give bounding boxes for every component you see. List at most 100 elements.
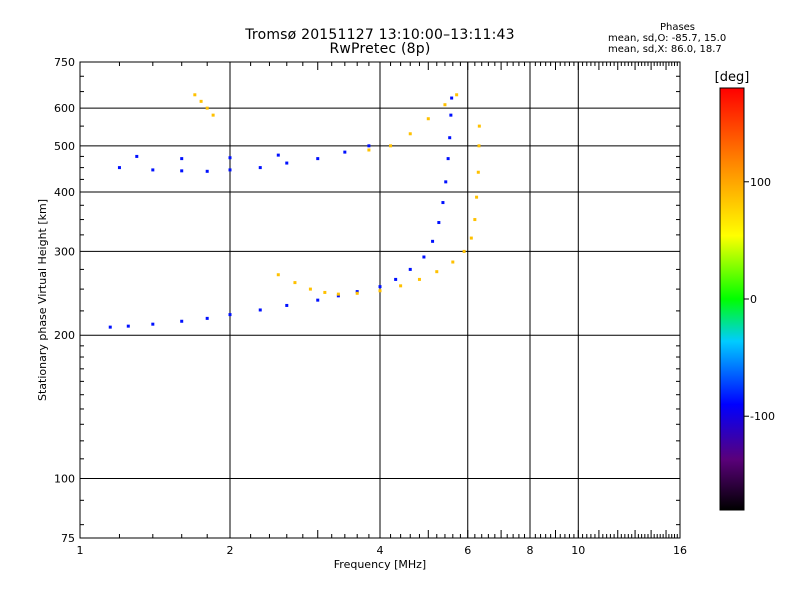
- x-tick-labels: 1 2 4 6 8 10 16: [77, 544, 688, 557]
- x-mode-point: [435, 270, 439, 274]
- x-mode-point: [451, 260, 455, 264]
- o-mode-point: [108, 325, 112, 329]
- axis-ticks: [80, 62, 680, 538]
- x-mode-point: [473, 218, 477, 222]
- o-mode-point: [394, 277, 398, 281]
- o-mode-point: [151, 168, 155, 172]
- y-axis-label: Stationary phase Virtual Height [km]: [36, 199, 49, 401]
- o-mode-point: [126, 324, 130, 328]
- o-mode-point: [355, 290, 359, 294]
- x-mode-point: [475, 195, 479, 199]
- o-mode-point: [316, 157, 320, 161]
- x-mode-point: [417, 277, 421, 281]
- o-mode-point: [205, 316, 209, 320]
- x-mode-point: [477, 124, 481, 128]
- o-mode-point: [450, 96, 454, 100]
- x-tick-label: 6: [464, 544, 471, 557]
- o-mode-point: [431, 239, 435, 243]
- o-mode-point: [449, 113, 453, 117]
- o-mode-point: [444, 180, 448, 184]
- o-mode-point: [422, 255, 426, 259]
- x-tick-label: 10: [571, 544, 585, 557]
- o-mode-point: [446, 157, 450, 161]
- o-mode-point: [336, 294, 340, 298]
- o-mode-point: [228, 156, 232, 160]
- x-tick-label: 4: [377, 544, 384, 557]
- x-mode-point: [469, 236, 473, 240]
- y-tick-label: 300: [54, 245, 75, 258]
- o-mode-point: [151, 322, 155, 326]
- x-tick-label: 2: [227, 544, 234, 557]
- x-mode-point: [462, 249, 466, 253]
- x-mode-point: [336, 292, 340, 296]
- x-mode-point: [378, 289, 382, 293]
- chart-subtitle: RwPretec (8p): [329, 41, 431, 57]
- x-mode-point: [205, 106, 209, 110]
- x-mode-point: [477, 144, 481, 148]
- x-tick-label: 16: [673, 544, 687, 557]
- y-tick-label: 200: [54, 329, 75, 342]
- o-mode-point: [180, 157, 184, 161]
- x-mode-point: [211, 113, 215, 117]
- o-mode-point: [285, 161, 289, 165]
- x-mode-point: [476, 170, 480, 174]
- data-points: [108, 93, 481, 329]
- x-mode-point: [308, 287, 312, 291]
- colorbar-tick-label: 0: [750, 293, 757, 306]
- colorbar-ticks: -100 0 100: [744, 176, 775, 423]
- x-mode-point: [367, 148, 371, 152]
- o-mode-point: [316, 298, 320, 302]
- x-mode-point: [323, 290, 327, 294]
- o-mode-point: [228, 313, 232, 317]
- phase-stats: Phases mean, sd,O: -85.7, 15.0 mean, sd,…: [590, 22, 765, 55]
- x-mode-point: [276, 273, 280, 277]
- y-tick-label: 75: [61, 532, 75, 545]
- y-tick-label: 500: [54, 140, 75, 153]
- o-mode-point: [180, 319, 184, 323]
- o-mode-point: [180, 169, 184, 173]
- o-mode-point: [408, 267, 412, 271]
- o-mode-point: [205, 169, 209, 173]
- y-tick-label: 100: [54, 473, 75, 486]
- phase-stats-x: mean, sd,X: 86.0, 18.7: [608, 44, 722, 55]
- x-mode-point: [426, 117, 430, 121]
- o-mode-point: [367, 144, 371, 148]
- o-mode-point: [117, 166, 121, 170]
- phase-stats-header: Phases: [659, 22, 696, 33]
- colorbar-tick-label: 100: [750, 176, 771, 189]
- o-mode-point: [258, 308, 262, 312]
- y-tick-label: 600: [54, 102, 75, 115]
- x-mode-point: [443, 103, 447, 107]
- y-tick-labels: 75 100 200 300 400 500 600 750: [54, 56, 75, 545]
- o-mode-point: [135, 154, 139, 158]
- y-tick-label: 750: [54, 56, 75, 69]
- o-mode-point: [441, 201, 445, 205]
- x-mode-point: [389, 144, 393, 148]
- o-mode-point: [228, 168, 232, 172]
- o-mode-point: [285, 303, 289, 307]
- y-tick-label: 400: [54, 186, 75, 199]
- o-mode-point: [448, 136, 452, 140]
- o-mode-point: [437, 221, 441, 225]
- colorbar-tick-label: -100: [750, 410, 775, 423]
- x-mode-point: [399, 284, 403, 288]
- chart-title: Tromsø 20151127 13:10:00–13:11:43: [245, 27, 515, 43]
- o-mode-point: [276, 153, 280, 157]
- o-mode-point: [343, 150, 347, 154]
- x-mode-point: [199, 99, 203, 103]
- x-tick-label: 8: [527, 544, 534, 557]
- x-mode-point: [408, 132, 412, 136]
- o-mode-point: [378, 285, 382, 289]
- x-mode-point: [355, 291, 359, 295]
- colorbar: [719, 87, 745, 511]
- x-mode-point: [193, 93, 197, 97]
- x-mode-point: [293, 281, 297, 285]
- phase-stats-o: mean, sd,O: -85.7, 15.0: [608, 33, 727, 44]
- x-axis-label: Frequency [MHz]: [334, 558, 426, 571]
- grid-lines: [79, 61, 681, 539]
- x-tick-label: 1: [77, 544, 84, 557]
- colorbar-label: [deg]: [715, 70, 750, 85]
- x-mode-point: [455, 93, 459, 97]
- o-mode-point: [258, 166, 262, 170]
